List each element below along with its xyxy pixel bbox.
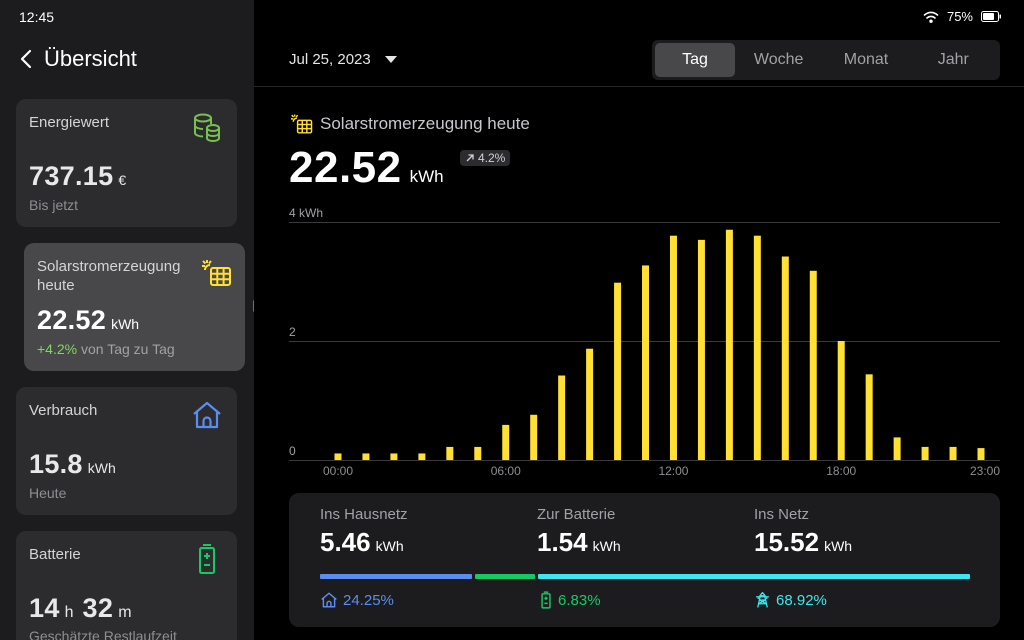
battery-status-icon — [981, 11, 1001, 22]
percent-house: 24.25% — [320, 591, 394, 609]
breakdown-house: Ins Hausnetz 5.46 kWh — [320, 506, 408, 557]
bar-1600[interactable] — [781, 256, 789, 460]
status-time: 12:45 — [19, 9, 55, 25]
total-value: 22.52 — [289, 143, 402, 192]
card-subtitle: Bis jetzt — [29, 197, 79, 213]
bar-0700[interactable] — [530, 414, 538, 460]
bar-0400[interactable] — [446, 446, 454, 460]
card-title: Verbrauch — [29, 402, 98, 419]
date-picker[interactable]: Jul 25, 2023 — [289, 51, 397, 68]
bar-1200[interactable] — [669, 235, 677, 460]
card-solarstromerzeugung[interactable]: Solarstromerzeugung heute 22.52 kWh +4.2… — [24, 243, 245, 371]
card-verbrauch[interactable]: Verbrauch 15.8 kWh Heute — [16, 387, 237, 515]
arrow-up-right-icon — [466, 154, 474, 162]
x-tick-label: 23:00 — [970, 464, 1000, 478]
bar-0800[interactable] — [558, 375, 566, 460]
percent-battery: 6.83% — [539, 591, 601, 609]
energy-breakdown: Ins Hausnetz 5.46 kWh Zur Batterie 1.54 kW… — [289, 493, 1000, 627]
period-tabs: Tag Woche Monat Jahr — [652, 40, 1000, 80]
house-icon — [321, 592, 337, 608]
breakdown-battery: Zur Batterie 1.54 kWh — [537, 506, 621, 557]
battery-icon — [541, 591, 551, 609]
power-tower-icon — [756, 591, 769, 608]
bar-1800[interactable] — [837, 341, 845, 460]
bar-0900[interactable] — [586, 348, 594, 460]
trend-badge: 4.2% — [460, 150, 511, 166]
solar-panel-icon — [291, 114, 313, 134]
bar-2100[interactable] — [921, 446, 929, 460]
x-tick-label: 12:00 — [658, 464, 688, 478]
bar-2200[interactable] — [949, 446, 957, 460]
selected-date: Jul 25, 2023 — [289, 51, 371, 68]
card-subtitle: Heute — [29, 485, 67, 501]
bar-1000[interactable] — [614, 282, 622, 460]
bar-2000[interactable] — [893, 437, 901, 460]
bar-0200[interactable] — [390, 453, 398, 460]
sidebar: 12:45 Übersicht Energiewert 737.15 € Bis… — [0, 0, 254, 640]
back-button[interactable]: Übersicht — [18, 46, 137, 72]
y-tick-label: 0 — [289, 444, 296, 458]
bar-1300[interactable] — [697, 239, 705, 460]
bar-1700[interactable] — [809, 270, 817, 460]
card-value: 737.15 € — [29, 161, 127, 191]
bar-0100[interactable] — [362, 453, 370, 460]
tab-jahr[interactable]: Jahr — [937, 51, 969, 68]
page-title: Übersicht — [44, 46, 137, 71]
bar-1900[interactable] — [865, 374, 873, 460]
x-tick-label: 18:00 — [826, 464, 856, 478]
status-bar: 75% — [923, 9, 1002, 24]
coins-icon — [194, 113, 220, 143]
chart-title: Solarstromerzeugung heute — [320, 114, 530, 133]
total-generation: 22.52 kWh — [289, 143, 444, 193]
tab-tag[interactable]: Tag — [655, 43, 735, 77]
caret-down-icon — [384, 56, 397, 63]
card-value: 15.8 kWh — [29, 449, 116, 479]
bar-1500[interactable] — [753, 235, 761, 460]
card-title: Solarstromerzeugung heute — [37, 258, 181, 294]
percent-grid: 68.92% — [754, 591, 827, 609]
breakdown-grid: Ins Netz 15.52 kWh — [754, 506, 853, 557]
x-tick-label: 06:00 — [491, 464, 521, 478]
card-value: 14 h 32 m — [29, 593, 132, 623]
tab-monat[interactable]: Monat — [843, 51, 889, 68]
bar-1100[interactable] — [642, 265, 650, 460]
total-unit: kWh — [409, 167, 444, 186]
share-bar-battery — [474, 574, 536, 579]
card-subtitle: +4.2% von Tag zu Tag — [37, 341, 175, 357]
bar-0000[interactable] — [334, 453, 342, 460]
header-divider — [254, 86, 1024, 87]
card-value: 22.52 kWh — [37, 305, 140, 335]
y-tick-label: 4 kWh — [289, 206, 323, 220]
wifi-icon — [923, 11, 939, 23]
delta-value: +4.2% — [37, 341, 78, 357]
share-bar-grid — [538, 574, 970, 579]
battery-icon — [199, 544, 215, 574]
solar-panel-icon — [202, 260, 231, 286]
share-bar-house — [320, 574, 472, 579]
house-icon — [193, 401, 221, 429]
x-tick-label: 00:00 — [323, 464, 353, 478]
card-energiewert[interactable]: Energiewert 737.15 € Bis jetzt — [16, 99, 237, 227]
card-title: Batterie — [29, 546, 81, 563]
card-title: Energiewert — [29, 114, 110, 131]
y-tick-label: 2 — [289, 325, 296, 339]
bar-0300[interactable] — [418, 453, 426, 460]
chevron-left-icon — [20, 49, 32, 69]
bar-0600[interactable] — [502, 424, 510, 460]
card-batterie[interactable]: Batterie 14 h 32 m Geschätzte Restlaufze… — [16, 531, 237, 640]
battery-percent: 75% — [946, 9, 973, 24]
main-panel: 75% Jul 25, 2023 Tag Woche Monat Jahr So… — [254, 0, 1024, 640]
chart-header: Solarstromerzeugung heute — [290, 113, 530, 135]
bar-0500[interactable] — [474, 446, 482, 460]
tab-woche[interactable]: Woche — [753, 51, 804, 68]
card-subtitle: Geschätzte Restlaufzeit — [29, 628, 177, 640]
bar-2300[interactable] — [977, 448, 985, 460]
bar-1400[interactable] — [725, 229, 733, 460]
